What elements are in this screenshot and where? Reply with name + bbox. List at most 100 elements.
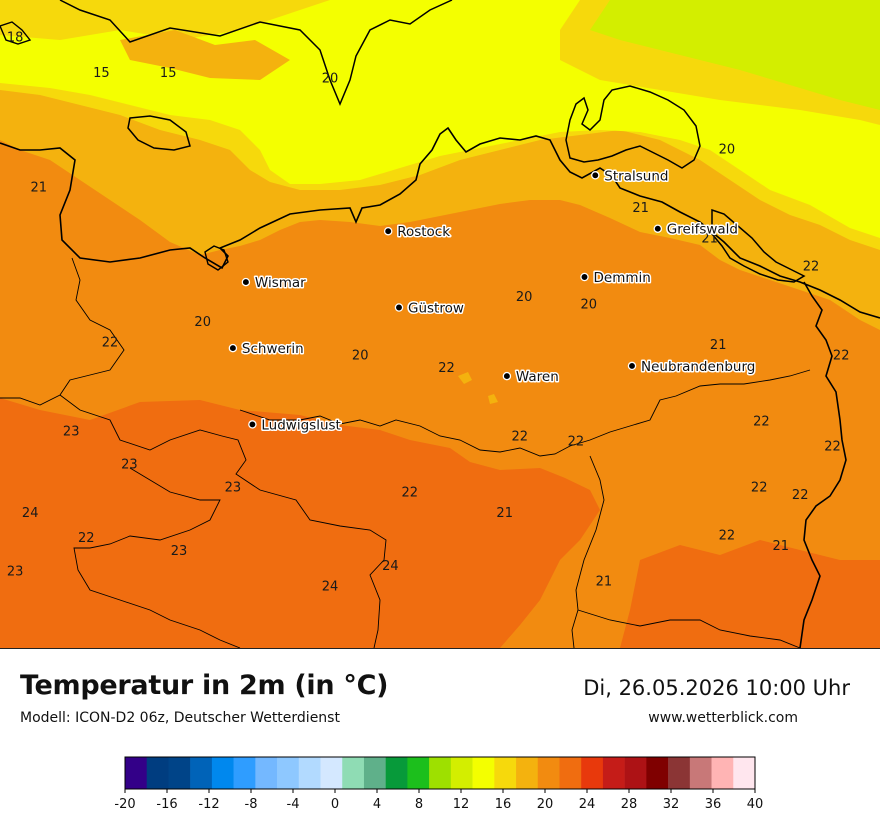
scale-tick-label: 12 (453, 797, 470, 812)
city-schwerin: Schwerin (228, 340, 305, 359)
temperature-label: 20 (581, 297, 598, 312)
color-swatch (146, 757, 169, 789)
temperature-label: 20 (516, 290, 533, 305)
temperature-label: 22 (719, 529, 736, 544)
temperature-label: 22 (833, 348, 850, 363)
color-swatch (320, 757, 343, 789)
city-wismar: Wismar (241, 274, 308, 293)
color-scale: -20 -16 -12 -8 -4 0 4 8 12 16 20 24 28 32 36 40 (0, 745, 880, 830)
temperature-label: 21 (773, 539, 790, 554)
falster-coast (0, 21, 32, 45)
color-swatch (494, 757, 517, 789)
city-dot (394, 303, 404, 312)
temperature-label: 20 (322, 71, 339, 86)
state-border-east (571, 455, 605, 648)
city-greifswald: Greifswald (653, 220, 740, 239)
city-dot (502, 371, 512, 381)
color-swatch (363, 757, 386, 789)
island-ruegen (565, 85, 701, 169)
temperature-label: 24 (382, 559, 399, 574)
website-link[interactable]: www.wetterblick.com (648, 710, 798, 726)
scale-tick-label: 8 (415, 797, 423, 812)
city-stralsund: Stralsund (591, 167, 670, 186)
temperature-label: 22 (402, 486, 419, 501)
temperature-field-coldest-zone (590, 0, 880, 110)
color-swatch (733, 757, 756, 789)
city-label: Neubrandenburg (641, 359, 755, 375)
state-border-west (0, 257, 125, 406)
scale-tick-label: 20 (537, 797, 554, 812)
color-swatch (602, 757, 625, 789)
temperature-label: 15 (93, 66, 110, 81)
island-poel (204, 245, 229, 271)
city-dot (241, 277, 251, 287)
state-border-south (59, 394, 387, 648)
color-swatch (255, 757, 278, 789)
temperature-label: 24 (22, 506, 39, 521)
color-swatch (624, 757, 647, 789)
scale-tick-label: 0 (331, 797, 339, 812)
temperature-label: 21 (31, 181, 48, 196)
temperature-label: 20 (352, 348, 369, 363)
city-demmin: Demmin (580, 269, 652, 288)
scale-tick-label: 4 (373, 797, 381, 812)
color-swatch (646, 757, 669, 789)
color-swatch (429, 757, 452, 789)
temperature-label: 23 (7, 564, 24, 579)
scale-tick-label: -16 (156, 797, 177, 812)
color-scale-ticks: -20 -16 -12 -8 -4 0 4 8 12 16 20 24 28 32 36 40 (114, 789, 763, 812)
temperature-label: 15 (160, 66, 177, 81)
city-waren: Waren (502, 368, 560, 387)
temperature-label: 22 (824, 440, 841, 455)
temperature-label: 21 (701, 231, 718, 246)
temperature-label: 23 (225, 480, 242, 495)
city-gstrow: Güstrow (394, 299, 465, 318)
temperature-field-islands (120, 30, 290, 80)
city-ludwigslust: Ludwigslust (248, 416, 342, 435)
city-dot (248, 420, 257, 429)
temperature-label: 22 (751, 480, 768, 495)
city-dot (228, 343, 238, 353)
color-swatch (668, 757, 691, 789)
temperature-map: 18 15 15 20 20 21 21 21 22 20 20 20 22 21 22 20 22 23 22 22… (0, 0, 880, 649)
scale-tick-label: 36 (705, 797, 722, 812)
temperature-label: 22 (803, 259, 820, 274)
lake-border-waren (458, 372, 498, 404)
color-swatch (689, 757, 712, 789)
scale-tick-label: -20 (114, 797, 135, 812)
lolland-coast (59, 0, 453, 106)
city-label: Ludwigslust (261, 417, 340, 433)
scale-tick-label: 16 (495, 797, 512, 812)
color-swatch (211, 757, 234, 789)
temperature-label: 21 (710, 338, 727, 353)
city-label: Demmin (594, 270, 651, 286)
scale-tick-label: 32 (663, 797, 680, 812)
temperature-label: 23 (171, 544, 188, 559)
temperature-label: 23 (121, 458, 138, 473)
city-label: Stralsund (604, 168, 668, 184)
scale-tick-label: -4 (287, 797, 300, 812)
fehmarn-coast (127, 115, 191, 151)
color-swatch (559, 757, 582, 789)
temperature-label: 22 (102, 336, 119, 351)
temperature-label: 20 (194, 315, 211, 330)
city-dot (383, 226, 393, 236)
temperature-label: 22 (512, 430, 529, 445)
city-rostock: Rostock (383, 223, 452, 242)
city-neubrandenburg: Neubrandenburg (627, 357, 757, 376)
temperature-label: 22 (78, 531, 95, 546)
color-swatch (472, 757, 495, 789)
temperature-label: 22 (753, 414, 770, 429)
temperature-field-warm-zone (0, 398, 600, 648)
map-title: Temperatur in 2m (in °C) (20, 670, 389, 701)
color-swatch (298, 757, 321, 789)
color-swatch (581, 757, 604, 789)
city-label: Waren (516, 369, 559, 385)
temperature-label: 21 (632, 201, 649, 216)
scale-tick-label: 24 (579, 797, 596, 812)
city-dot (580, 272, 589, 282)
temperature-label: 23 (63, 425, 80, 440)
city-dot (591, 171, 600, 180)
city-label: Schwerin (242, 341, 304, 357)
temperature-label: 22 (792, 488, 809, 503)
